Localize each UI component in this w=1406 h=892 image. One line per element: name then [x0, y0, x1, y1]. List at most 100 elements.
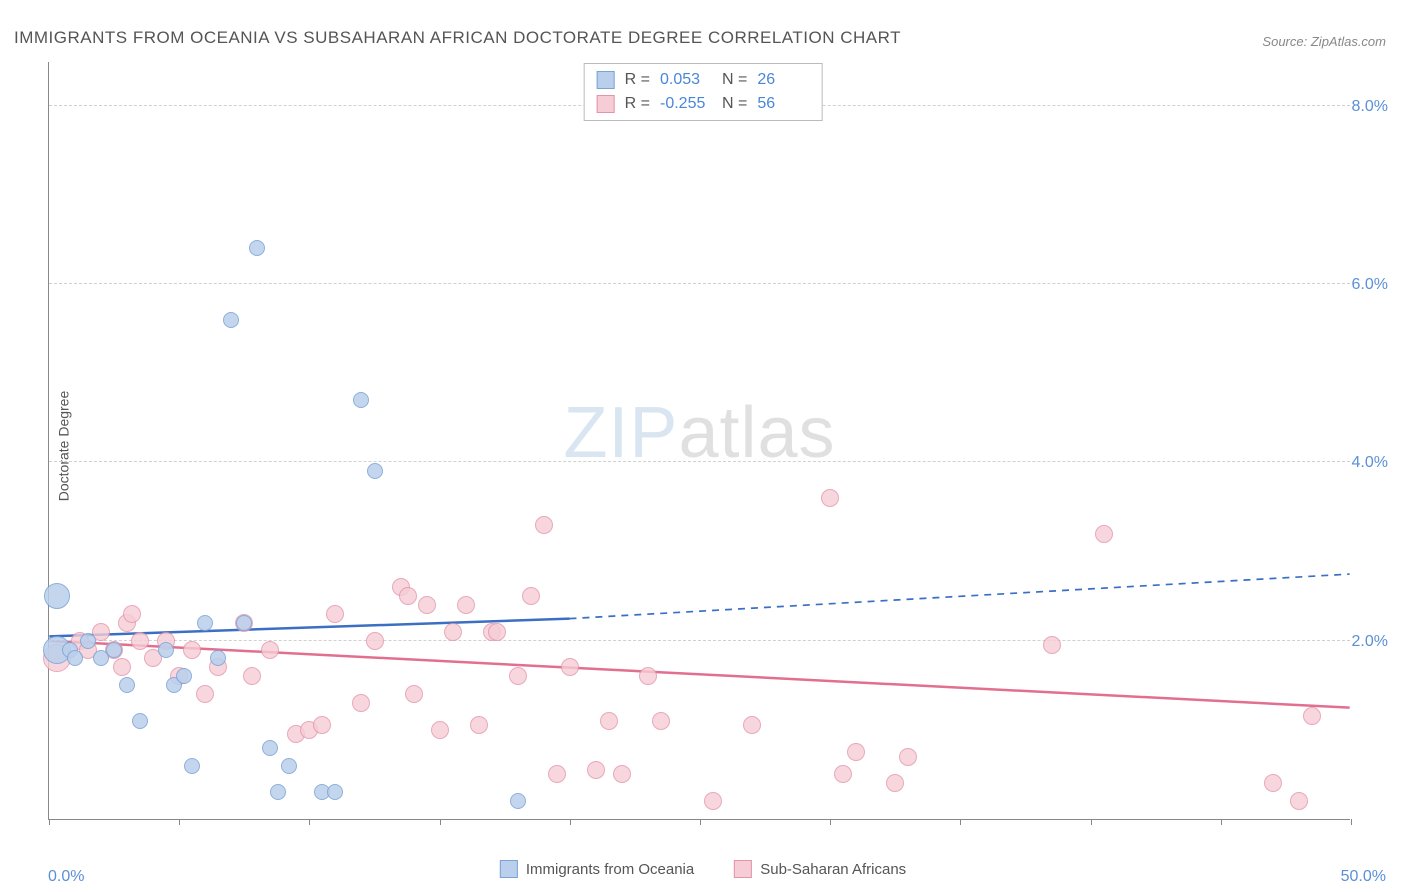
scatter-point	[444, 623, 462, 641]
source-value: ZipAtlas.com	[1311, 34, 1386, 49]
legend-swatch	[500, 860, 518, 878]
scatter-point	[367, 463, 383, 479]
legend-item: Immigrants from Oceania	[500, 860, 694, 878]
chart-container: IMMIGRANTS FROM OCEANIA VS SUBSAHARAN AF…	[0, 0, 1406, 892]
scatter-point	[131, 632, 149, 650]
scatter-point	[431, 721, 449, 739]
trend-line-dashed	[569, 574, 1349, 619]
scatter-point	[886, 774, 904, 792]
scatter-point	[119, 677, 135, 693]
x-max-label: 50.0%	[1341, 868, 1386, 886]
scatter-point	[613, 765, 631, 783]
x-tick	[700, 819, 701, 825]
stats-row: R = 0.053 N = 26	[597, 68, 810, 92]
scatter-point	[366, 632, 384, 650]
stats-legend-box: R = 0.053 N = 26 R = -0.255 N = 56	[584, 63, 823, 121]
scatter-point	[270, 784, 286, 800]
x-tick	[960, 819, 961, 825]
x-tick	[570, 819, 571, 825]
scatter-point	[176, 668, 192, 684]
trend-lines	[49, 62, 1350, 819]
x-tick	[179, 819, 180, 825]
legend-item: Sub-Saharan Africans	[734, 860, 906, 878]
r-value: 0.053	[660, 68, 712, 92]
scatter-point	[548, 765, 566, 783]
scatter-point	[113, 658, 131, 676]
x-tick	[1351, 819, 1352, 825]
scatter-point	[600, 712, 618, 730]
scatter-point	[1303, 707, 1321, 725]
scatter-point	[457, 596, 475, 614]
scatter-point	[470, 716, 488, 734]
scatter-point	[1043, 636, 1061, 654]
gridline	[49, 461, 1350, 462]
scatter-point	[847, 743, 865, 761]
scatter-point	[639, 667, 657, 685]
scatter-point	[743, 716, 761, 734]
legend-swatch	[597, 95, 615, 113]
x-tick	[1221, 819, 1222, 825]
scatter-point	[509, 667, 527, 685]
scatter-point	[1264, 774, 1282, 792]
legend-swatch	[734, 860, 752, 878]
x-tick	[49, 819, 50, 825]
scatter-point	[281, 758, 297, 774]
scatter-point	[236, 615, 252, 631]
scatter-point	[261, 641, 279, 659]
scatter-point	[183, 641, 201, 659]
scatter-point	[313, 716, 331, 734]
scatter-point	[158, 642, 174, 658]
scatter-point	[418, 596, 436, 614]
scatter-point	[262, 740, 278, 756]
legend-label: Immigrants from Oceania	[526, 861, 694, 878]
scatter-point	[67, 650, 83, 666]
scatter-point	[652, 712, 670, 730]
scatter-point	[522, 587, 540, 605]
x-tick	[1091, 819, 1092, 825]
scatter-point	[899, 748, 917, 766]
r-label: R =	[625, 68, 650, 92]
scatter-point	[132, 713, 148, 729]
scatter-point	[399, 587, 417, 605]
n-value: 26	[757, 68, 809, 92]
watermark-part-b: atlas	[678, 392, 835, 472]
scatter-point	[196, 685, 214, 703]
n-label: N =	[722, 92, 747, 116]
stats-row: R = -0.255 N = 56	[597, 92, 810, 116]
y-tick-label: 4.0%	[1352, 454, 1388, 472]
scatter-point	[587, 761, 605, 779]
chart-title: IMMIGRANTS FROM OCEANIA VS SUBSAHARAN AF…	[14, 28, 901, 48]
x-tick	[440, 819, 441, 825]
y-tick-label: 6.0%	[1352, 276, 1388, 294]
scatter-point	[327, 784, 343, 800]
scatter-point	[44, 583, 70, 609]
n-label: N =	[722, 68, 747, 92]
scatter-point	[243, 667, 261, 685]
source-label: Source:	[1262, 34, 1307, 49]
scatter-point	[1095, 525, 1113, 543]
source-credit: Source: ZipAtlas.com	[1262, 34, 1386, 49]
y-tick-label: 8.0%	[1352, 98, 1388, 116]
y-tick-label: 2.0%	[1352, 633, 1388, 651]
scatter-point	[561, 658, 579, 676]
scatter-point	[123, 605, 141, 623]
r-label: R =	[625, 92, 650, 116]
scatter-point	[197, 615, 213, 631]
scatter-point	[405, 685, 423, 703]
n-value: 56	[757, 92, 809, 116]
scatter-point	[704, 792, 722, 810]
r-value: -0.255	[660, 92, 712, 116]
scatter-point	[488, 623, 506, 641]
bottom-legend: Immigrants from Oceania Sub-Saharan Afric…	[500, 860, 906, 878]
scatter-point	[352, 694, 370, 712]
legend-label: Sub-Saharan Africans	[760, 861, 906, 878]
scatter-point	[353, 392, 369, 408]
scatter-point	[184, 758, 200, 774]
scatter-point	[223, 312, 239, 328]
scatter-point	[106, 642, 122, 658]
gridline	[49, 283, 1350, 284]
scatter-point	[249, 240, 265, 256]
plot-area: ZIPatlas	[48, 62, 1350, 820]
legend-swatch	[597, 71, 615, 89]
x-tick	[309, 819, 310, 825]
